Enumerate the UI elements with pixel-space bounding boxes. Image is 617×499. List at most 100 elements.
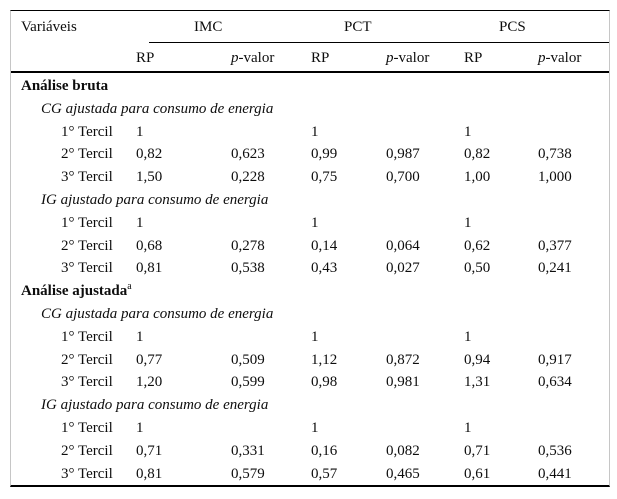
cell-value: 1,00 xyxy=(464,169,491,186)
cell-value: 1 xyxy=(311,123,319,140)
cell-value: 0,509 xyxy=(231,351,265,368)
cell-value: 0,377 xyxy=(538,237,572,254)
cell-value: 0,71 xyxy=(136,442,163,459)
cell-value: 0,441 xyxy=(538,465,572,482)
cell-value: 0,75 xyxy=(311,169,338,186)
subsection-heading: CG ajustada para consumo de energia xyxy=(11,98,609,121)
cell-value: 1 xyxy=(464,214,472,231)
table-group-header-row: Variáveis IMC PCT PCS xyxy=(11,11,609,43)
cell-value: 0,536 xyxy=(538,442,572,459)
cell-value: 0,623 xyxy=(231,146,265,163)
cell-value: 1 xyxy=(464,419,472,436)
heading-label: Análise ajustada xyxy=(21,283,128,300)
cell-value: 0,872 xyxy=(386,351,420,368)
cell-value xyxy=(231,121,311,144)
cell-value: 0,082 xyxy=(386,442,420,459)
cell-value: 0,538 xyxy=(231,260,265,277)
cell-value xyxy=(538,212,609,235)
cell-value: 0,064 xyxy=(386,237,420,254)
group-header-imc: IMC xyxy=(194,19,223,35)
cell-value: 0,77 xyxy=(136,351,163,368)
cell-value: 1,50 xyxy=(136,169,163,186)
cell-value xyxy=(386,121,464,144)
table-row: 2° Tercil 0,71 0,331 0,16 0,082 0,71 0,536 xyxy=(11,440,609,463)
cell-value: 0,228 xyxy=(231,169,265,186)
row-label: 3° Tercil xyxy=(61,260,113,277)
cell-value xyxy=(386,326,464,349)
table-body: Análise bruta CG ajustada para consumo de… xyxy=(11,73,609,485)
cell-value: 0,94 xyxy=(464,351,491,368)
statistics-table: Variáveis IMC PCT PCS RP p-valor RP p-va… xyxy=(10,10,610,487)
heading-label: IG ajustado para consumo de energia xyxy=(41,397,269,414)
group-header-rule xyxy=(149,42,609,43)
cell-value: 1,000 xyxy=(538,169,572,186)
col-header-pvalor-imc: p-valor xyxy=(231,43,311,73)
cell-value: 0,71 xyxy=(464,442,491,459)
table-row: 1° Tercil 1 1 1 xyxy=(11,417,609,440)
table-row: 2° Tercil 0,82 0,623 0,99 0,987 0,82 0,738 xyxy=(11,143,609,166)
cell-value: 1,12 xyxy=(311,351,338,368)
subsection-heading: IG ajustado para consumo de energia xyxy=(11,189,609,212)
cell-value: 0,82 xyxy=(464,146,491,163)
table-row: 3° Tercil 0,81 0,538 0,43 0,027 0,50 0,241 xyxy=(11,257,609,280)
table-row: 3° Tercil 1,20 0,599 0,98 0,981 1,31 0,634 xyxy=(11,371,609,394)
table-row: 1° Tercil 1 1 1 xyxy=(11,212,609,235)
cell-value xyxy=(386,417,464,440)
row-label: 2° Tercil xyxy=(61,442,113,459)
cell-value: 1 xyxy=(311,214,319,231)
cell-value: 0,62 xyxy=(464,237,491,254)
cell-value: 1 xyxy=(464,123,472,140)
cell-value: 0,81 xyxy=(136,260,163,277)
row-label: 1° Tercil xyxy=(61,328,113,345)
cell-value: 0,465 xyxy=(386,465,420,482)
table-subheader-row: RP p-valor RP p-valor RP p-valor xyxy=(11,43,609,71)
cell-value xyxy=(231,326,311,349)
cell-value xyxy=(538,121,609,144)
row-label: 3° Tercil xyxy=(61,465,113,482)
p-valor-suffix: -valor xyxy=(393,50,430,66)
cell-value: 0,331 xyxy=(231,442,265,459)
table-row: 3° Tercil 1,50 0,228 0,75 0,700 1,00 1,000 xyxy=(11,166,609,189)
cell-value: 1 xyxy=(136,123,144,140)
cell-value: 0,981 xyxy=(386,374,420,391)
heading-label: IG ajustado para consumo de energia xyxy=(41,191,269,208)
cell-value: 0,599 xyxy=(231,374,265,391)
cell-value: 0,634 xyxy=(538,374,572,391)
col-header-pvalor-pcs: p-valor xyxy=(538,43,609,73)
cell-value xyxy=(386,212,464,235)
subheader-spacer xyxy=(11,43,136,73)
heading-label: CG ajustada para consumo de energia xyxy=(41,100,274,117)
table-row: 3° Tercil 0,81 0,579 0,57 0,465 0,61 0,441 xyxy=(11,463,609,485)
row-label: 2° Tercil xyxy=(61,146,113,163)
p-valor-suffix: -valor xyxy=(238,50,275,66)
cell-value: 0,579 xyxy=(231,465,265,482)
footnote-marker: a xyxy=(127,281,132,293)
cell-value: 0,241 xyxy=(538,260,572,277)
cell-value: 0,987 xyxy=(386,146,420,163)
group-header-pct: PCT xyxy=(344,19,372,35)
row-label: 1° Tercil xyxy=(61,214,113,231)
header-divider xyxy=(11,71,609,73)
cell-value: 1 xyxy=(311,419,319,436)
cell-value: 0,14 xyxy=(311,237,338,254)
cell-value: 0,68 xyxy=(136,237,163,254)
row-label: 1° Tercil xyxy=(61,123,113,140)
heading-label: Análise bruta xyxy=(21,78,109,94)
cell-value: 0,57 xyxy=(311,465,338,482)
cell-value: 0,027 xyxy=(386,260,420,277)
cell-value: 0,738 xyxy=(538,146,572,163)
cell-value xyxy=(538,417,609,440)
section-heading: Análise bruta xyxy=(11,75,609,98)
cell-value: 0,82 xyxy=(136,146,163,163)
cell-value xyxy=(231,417,311,440)
cell-value xyxy=(538,326,609,349)
table-row: 2° Tercil 0,68 0,278 0,14 0,064 0,62 0,377 xyxy=(11,235,609,258)
group-header-pcs: PCS xyxy=(499,19,526,35)
table-row: 1° Tercil 1 1 1 xyxy=(11,326,609,349)
col-header-rp-imc: RP xyxy=(136,50,155,66)
variables-column-header: Variáveis xyxy=(21,19,77,35)
p-symbol: p xyxy=(231,50,239,66)
cell-value: 1 xyxy=(464,328,472,345)
col-header-pvalor-pct: p-valor xyxy=(386,43,464,73)
